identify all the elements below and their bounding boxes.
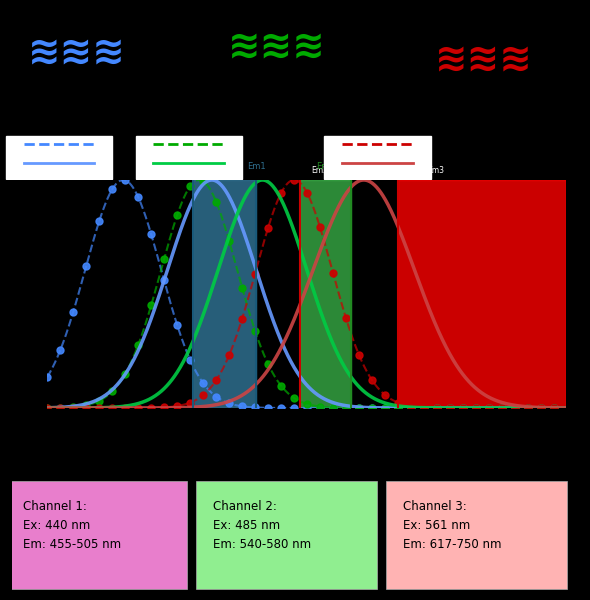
FancyBboxPatch shape — [324, 136, 431, 179]
Text: Ex1  Em1: Ex1 Em1 — [206, 166, 242, 175]
Text: Em3: Em3 — [428, 166, 444, 175]
FancyBboxPatch shape — [6, 136, 112, 179]
Text: ≋≋≋: ≋≋≋ — [28, 34, 126, 72]
Text: ≋≋≋: ≋≋≋ — [228, 27, 326, 65]
Text: Channel 3:
Ex: 561 nm
Em: 617-750 nm: Channel 3: Ex: 561 nm Em: 617-750 nm — [402, 500, 501, 551]
Bar — [193, 180, 256, 408]
Text: Channel 2:
Ex: 485 nm
Em: 540-580 nm: Channel 2: Ex: 485 nm Em: 540-580 nm — [213, 500, 311, 551]
Text: Em3: Em3 — [401, 161, 420, 170]
Text: ≋≋≋: ≋≋≋ — [435, 40, 533, 79]
Text: Channel 1:
Ex: 440 nm
Em: 455-505 nm: Channel 1: Ex: 440 nm Em: 455-505 nm — [23, 500, 122, 551]
Text: Em2: Em2 — [311, 166, 328, 175]
Text: Em2: Em2 — [316, 161, 335, 170]
Text: Em1: Em1 — [247, 161, 266, 170]
Bar — [398, 180, 566, 408]
Bar — [300, 180, 351, 408]
FancyBboxPatch shape — [386, 481, 567, 589]
FancyBboxPatch shape — [136, 136, 242, 179]
FancyBboxPatch shape — [196, 481, 377, 589]
FancyBboxPatch shape — [6, 481, 188, 589]
Text: Ex1: Ex1 — [185, 161, 201, 170]
